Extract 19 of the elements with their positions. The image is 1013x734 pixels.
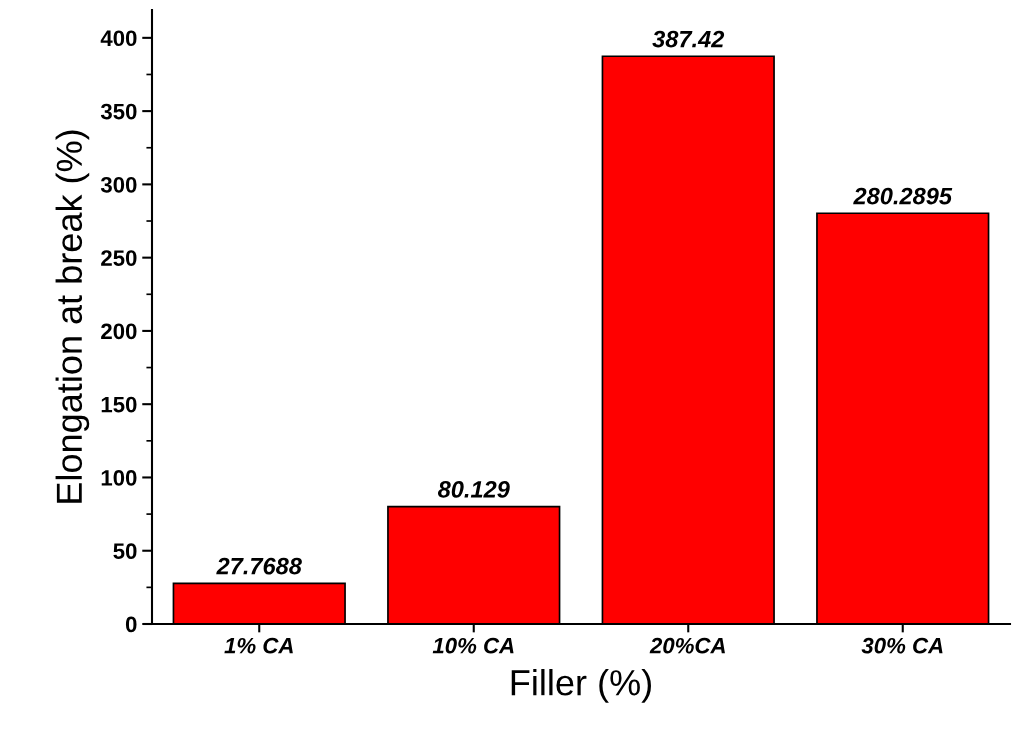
x-tick-label: 1% CA bbox=[224, 637, 293, 654]
y-tick-label: 200 bbox=[101, 323, 137, 340]
x-tick-label: 30% CA bbox=[861, 637, 943, 654]
data-label: 80.129 bbox=[437, 481, 510, 498]
data-label: 27.7688 bbox=[216, 557, 302, 575]
data-label: 280.2895 bbox=[853, 187, 953, 205]
y-tick-label: 0 bbox=[125, 616, 137, 633]
x-axis-title: Filler (%) bbox=[511, 669, 651, 703]
y-tick-label: 250 bbox=[101, 250, 137, 266]
y-tick-label: 350 bbox=[100, 103, 137, 120]
y-tick-label: 150 bbox=[101, 396, 137, 413]
y-tick-label: 400 bbox=[100, 30, 137, 47]
x-tick-label: 20%CA bbox=[649, 637, 725, 654]
y-axis-title: Elongation at break (%) bbox=[55, 130, 90, 503]
data-label: 387.42 bbox=[652, 30, 725, 48]
y-tick-label: 100 bbox=[101, 470, 137, 486]
x-tick-label: 10% CA bbox=[432, 637, 514, 654]
y-tick-label: 50 bbox=[113, 543, 137, 559]
y-tick-label: 300 bbox=[100, 176, 137, 193]
